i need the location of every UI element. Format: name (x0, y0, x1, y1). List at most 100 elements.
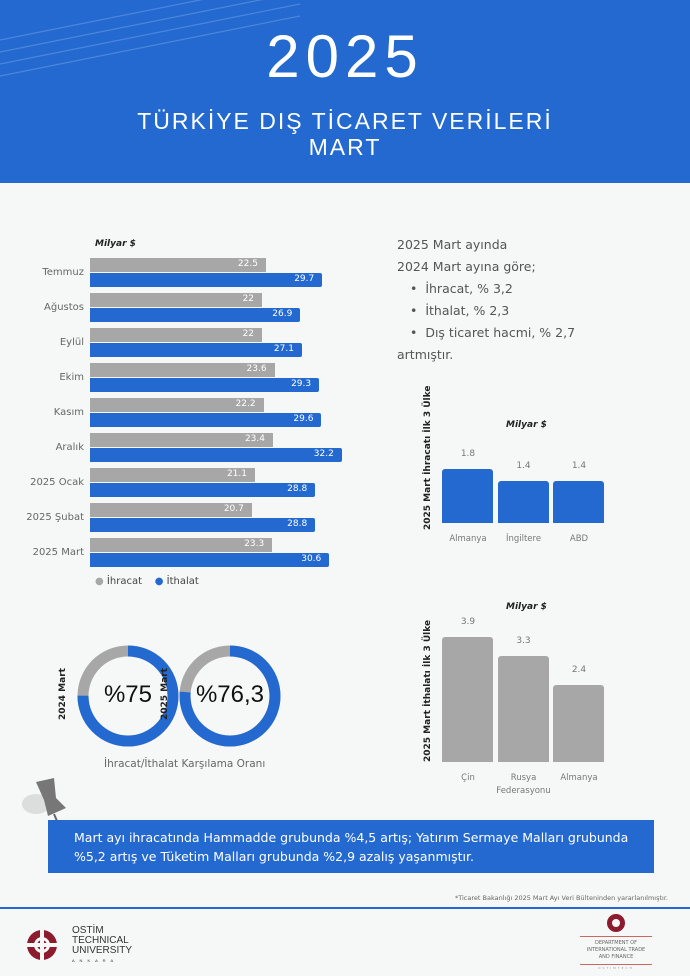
donut-chart (77, 645, 179, 747)
category-label: 2025 Mart (32, 547, 84, 558)
decorative-lines (0, 0, 300, 77)
logo-line: UNIVERSITY (72, 945, 133, 956)
ihracat-bar: 23.4 (90, 433, 273, 447)
bar-value: 23.6 (246, 364, 267, 374)
summary-bullet: • Dış ticaret hacmi, % 2,7 (410, 325, 576, 340)
legend-ithalat: İthalat (166, 576, 199, 587)
bar-value: 28.8 (287, 484, 308, 494)
unit-label: Milyar $ (506, 420, 547, 430)
category-label: Temmuz (42, 267, 84, 278)
ithalat-bar: 27.1 (90, 343, 302, 357)
category-label: Ekim (59, 372, 84, 383)
country-label: Almanya (449, 534, 487, 544)
category-label: Kasım (53, 407, 84, 418)
bar-value: 3.3 (516, 636, 531, 647)
country-bar (553, 481, 604, 523)
donut-value-arc (179, 645, 281, 747)
country-label: Almanya (560, 773, 598, 783)
country-bar (497, 656, 549, 762)
summary-line2: 2024 Mart ayına göre; (397, 259, 536, 274)
logo-line: TECHNICAL (72, 935, 129, 946)
legend: ● İhracat ● İthalat (95, 576, 199, 587)
bar-value: 22.5 (237, 259, 258, 269)
legend-dot-ihracat: ● (95, 576, 104, 587)
ithalat-bar: 32.2 (90, 448, 342, 462)
bar-value: 21.1 (226, 469, 247, 479)
header-banner: 2025 TÜRKİYE DIŞ TİCARET VERİLERİ MART (0, 0, 690, 183)
bar-value: 20.7 (223, 504, 244, 514)
department-logo-text: DEPARTMENT OF INTERNATIONAL TRADE AND FI… (580, 936, 652, 965)
ithalat-bar: 29.7 (90, 273, 323, 287)
bar-value: 22 (242, 294, 255, 304)
export-countries-title: 2025 Mart İhracatı İlk 3 Ülke (423, 385, 433, 530)
bar-value: 27.1 (273, 344, 294, 354)
bar-value: 23.4 (244, 434, 265, 444)
pushpin-icon (22, 778, 66, 829)
donut-chart (179, 645, 281, 747)
bar-value: 28.8 (287, 519, 308, 529)
logo-line: AND FINANCE (598, 954, 634, 960)
donut-value-arc (77, 645, 179, 747)
ithalat-bar: 28.8 (90, 518, 316, 532)
ostim-logo-text: OSTİM TECHNICAL UNIVERSITY A N K A R A (72, 926, 132, 966)
legend-ihracat: İhracat (106, 576, 142, 587)
bar-value: 30.6 (301, 554, 322, 564)
summary-bullet: • İthalat, % 2,3 (410, 303, 510, 318)
category-label: 2025 Şubat (26, 512, 84, 523)
country-label: Çin (461, 773, 475, 783)
country-bar (553, 685, 604, 762)
summary-line1: 2025 Mart ayında (397, 237, 508, 252)
bar-value: 22 (242, 329, 255, 339)
logo-line: INTERNATIONAL TRADE (586, 947, 646, 953)
ihracat-bar: 21.1 (90, 468, 255, 482)
note-banner: Mart ayı ihracatında Hammadde grubunda %… (48, 820, 654, 873)
category-label: Ağustos (44, 302, 84, 313)
category-label: Aralık (55, 442, 84, 453)
donut-label: 2025 Mart (160, 668, 170, 720)
ithalat-bar: 29.3 (90, 378, 320, 392)
country-label: İngiltere (505, 534, 542, 544)
bar-value: 23.3 (244, 539, 265, 549)
country-bar (442, 469, 493, 523)
summary-bullet: • İhracat, % 3,2 (410, 281, 513, 296)
ihracat-bar: 20.7 (90, 503, 252, 517)
ithalat-bar: 29.6 (90, 413, 322, 427)
bar-value: 1.8 (460, 449, 476, 459)
category-label: 2025 Ocak (30, 477, 84, 488)
footnote: *Ticaret Bakanlığı 2025 Mart Ayı Veri Bü… (454, 894, 668, 902)
ithalat-bar: 30.6 (90, 553, 330, 567)
donut-value: %76,3 (195, 681, 265, 708)
bullet-text: Dış ticaret hacmi, % 2,7 (425, 325, 576, 340)
country-label: Rusya Federasyonu (496, 773, 551, 796)
bar-value: 29.6 (293, 414, 314, 424)
bar-value: 29.3 (291, 379, 312, 389)
unit-label: Milyar $ (95, 239, 136, 249)
import-countries-title: 2025 Mart İthalatı İlk 3 Ülke (423, 619, 433, 762)
bar-value: 1.4 (571, 461, 587, 471)
country-bar (442, 637, 493, 762)
category-label: Eylül (59, 337, 84, 348)
ihracat-bar: 23.6 (90, 363, 275, 377)
bar-value: 32.2 (313, 449, 334, 459)
donut-label: 2024 Mart (58, 668, 68, 720)
ihracat-bar: 22.2 (90, 398, 264, 412)
logo-line: DEPARTMENT OF (595, 940, 637, 946)
donut-value: %75 (103, 681, 153, 708)
ihracat-bar: 22.5 (90, 258, 266, 272)
bullet-text: İthalat, % 2,3 (425, 303, 510, 318)
bullet-text: İhracat, % 3,2 (425, 281, 513, 296)
bar-value: 29.7 (294, 274, 315, 284)
unit-label: Milyar $ (506, 602, 547, 612)
legend-dot-ithalat: ● (154, 576, 164, 587)
bar-value: 3.9 (460, 617, 476, 628)
ihracat-bar: 22 (90, 293, 263, 307)
bar-value: 22.2 (235, 399, 256, 409)
ithalat-bar: 28.8 (90, 483, 316, 497)
summary-line3: artmıştır. (397, 347, 454, 362)
ithalat-bar: 26.9 (90, 308, 301, 322)
logo-line: OSTIMTECH (598, 966, 634, 970)
country-label: ABD (569, 534, 589, 544)
year-title: 2025 (266, 23, 424, 90)
bar-value: 1.4 (516, 461, 531, 471)
donut-caption: İhracat/İthalat Karşılama Oranı (104, 758, 266, 770)
